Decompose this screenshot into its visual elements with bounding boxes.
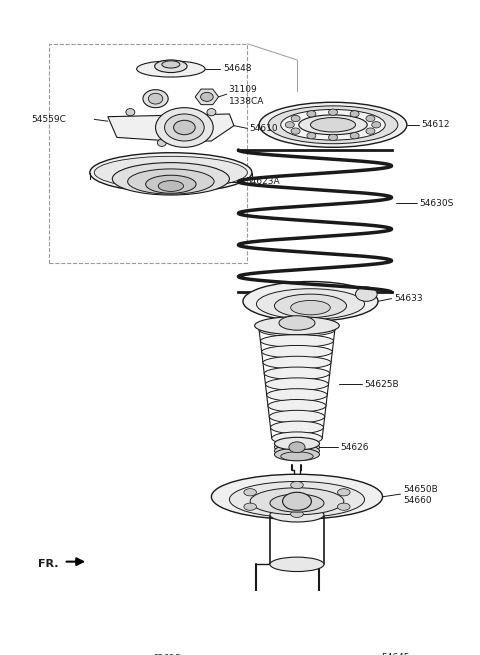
Ellipse shape — [328, 109, 337, 115]
Ellipse shape — [126, 109, 135, 116]
Ellipse shape — [337, 489, 350, 496]
Text: 54626: 54626 — [340, 443, 369, 452]
Ellipse shape — [148, 93, 163, 104]
Ellipse shape — [279, 316, 315, 330]
Ellipse shape — [307, 132, 316, 139]
Ellipse shape — [263, 356, 331, 369]
Ellipse shape — [229, 481, 364, 517]
Text: 54660: 54660 — [403, 496, 432, 505]
Ellipse shape — [275, 294, 347, 318]
Ellipse shape — [244, 503, 256, 510]
Ellipse shape — [211, 474, 383, 519]
Text: 54625B: 54625B — [364, 380, 399, 388]
Text: 54623A: 54623A — [246, 177, 280, 186]
Ellipse shape — [357, 646, 367, 654]
Ellipse shape — [356, 287, 377, 301]
Ellipse shape — [291, 301, 330, 315]
Text: 54630S: 54630S — [420, 198, 454, 208]
Ellipse shape — [291, 481, 303, 489]
Ellipse shape — [272, 432, 322, 445]
Ellipse shape — [337, 503, 350, 510]
Ellipse shape — [350, 111, 359, 117]
Ellipse shape — [268, 106, 398, 143]
Ellipse shape — [262, 345, 332, 358]
Ellipse shape — [311, 118, 356, 132]
Ellipse shape — [128, 169, 214, 194]
Ellipse shape — [350, 132, 359, 139]
Text: FR.: FR. — [38, 559, 59, 569]
Ellipse shape — [293, 479, 300, 484]
Ellipse shape — [256, 289, 364, 320]
Ellipse shape — [268, 400, 326, 412]
Ellipse shape — [307, 111, 316, 117]
Text: 54610: 54610 — [249, 124, 278, 133]
Ellipse shape — [162, 61, 180, 68]
Ellipse shape — [270, 557, 324, 572]
Ellipse shape — [317, 635, 335, 647]
Ellipse shape — [184, 140, 193, 147]
Ellipse shape — [291, 128, 300, 134]
Ellipse shape — [243, 282, 378, 321]
Ellipse shape — [275, 448, 320, 460]
Ellipse shape — [157, 140, 167, 147]
Ellipse shape — [264, 367, 330, 380]
Ellipse shape — [275, 438, 320, 450]
Ellipse shape — [201, 92, 213, 102]
Ellipse shape — [165, 114, 204, 141]
Ellipse shape — [112, 162, 229, 195]
Ellipse shape — [137, 61, 205, 77]
Ellipse shape — [328, 134, 337, 141]
Ellipse shape — [158, 181, 183, 191]
Polygon shape — [195, 89, 218, 105]
Ellipse shape — [283, 493, 312, 510]
Ellipse shape — [291, 115, 300, 122]
Text: 54650B: 54650B — [403, 485, 438, 494]
Ellipse shape — [244, 489, 256, 496]
Ellipse shape — [156, 107, 213, 147]
Ellipse shape — [271, 421, 324, 434]
Ellipse shape — [155, 60, 187, 73]
Ellipse shape — [285, 122, 294, 128]
Ellipse shape — [366, 115, 375, 122]
Ellipse shape — [289, 442, 305, 453]
Ellipse shape — [281, 109, 385, 140]
Ellipse shape — [259, 324, 335, 337]
Text: 31109: 31109 — [228, 85, 257, 94]
Ellipse shape — [94, 157, 247, 189]
Ellipse shape — [143, 90, 168, 107]
Ellipse shape — [366, 128, 375, 134]
Ellipse shape — [243, 635, 261, 647]
Text: 54559C: 54559C — [31, 115, 66, 124]
Ellipse shape — [270, 508, 324, 522]
Text: 54648: 54648 — [223, 64, 252, 73]
Ellipse shape — [269, 410, 324, 423]
Ellipse shape — [270, 494, 324, 512]
Ellipse shape — [265, 378, 328, 390]
Ellipse shape — [275, 445, 320, 457]
Ellipse shape — [261, 335, 334, 347]
Polygon shape — [108, 114, 234, 141]
Ellipse shape — [372, 122, 381, 128]
Ellipse shape — [174, 121, 195, 135]
Ellipse shape — [250, 488, 344, 515]
Ellipse shape — [259, 102, 407, 147]
Ellipse shape — [281, 452, 313, 460]
Ellipse shape — [207, 109, 216, 116]
Text: 1338CA: 1338CA — [228, 97, 264, 106]
Ellipse shape — [299, 115, 367, 135]
Ellipse shape — [255, 316, 339, 335]
Text: 54633: 54633 — [394, 294, 423, 303]
Text: 54612: 54612 — [421, 121, 450, 129]
Ellipse shape — [275, 441, 320, 453]
Ellipse shape — [90, 153, 252, 193]
Text: 54645: 54645 — [382, 652, 410, 655]
Ellipse shape — [267, 388, 327, 402]
Ellipse shape — [145, 176, 196, 193]
Ellipse shape — [291, 510, 303, 517]
